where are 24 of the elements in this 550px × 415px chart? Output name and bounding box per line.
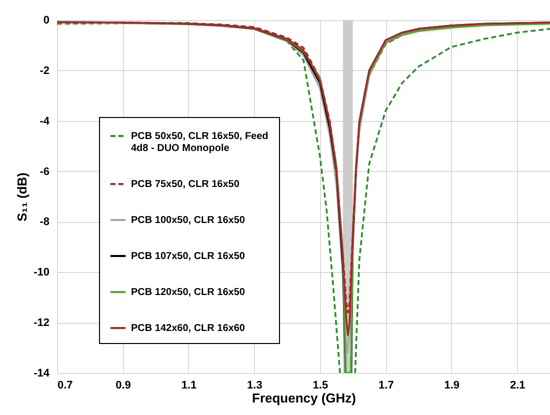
y-tick-label: -14: [34, 368, 50, 380]
legend-label: PCB 142x60, CLR 16x60: [131, 323, 246, 334]
legend-label: PCB 75x50, CLR 16x50: [131, 179, 240, 190]
y-tick-label: -8: [40, 216, 50, 228]
x-axis-title: Frequency (GHz): [252, 390, 356, 406]
y-axis-title: S₁₁ (dB): [14, 172, 30, 222]
y-tick-label: -12: [34, 317, 50, 330]
y-tick-label: -2: [40, 64, 50, 77]
legend-label: PCB 50x50, CLR 16x50, Feed 4d8 - DUO Monopole: [131, 131, 268, 154]
x-tick-label: 1.1: [181, 380, 197, 392]
x-tick-label: 0.7: [58, 380, 73, 392]
y-tick-label: -10: [34, 266, 50, 279]
y-tick-label: -6: [40, 166, 50, 178]
x-tick-label: 1.9: [444, 380, 460, 392]
x-tick-label: 1.3: [247, 380, 262, 392]
x-tick-label: 1.7: [378, 380, 394, 392]
x-tick-label: 0.9: [116, 380, 131, 392]
x-tick-label: 1.5: [312, 380, 328, 392]
x-tick-label: 2.1: [510, 380, 526, 392]
legend-label: PCB 107x50, CLR 16x50: [131, 251, 246, 262]
legend-label: PCB 120x50, CLR 16x50: [131, 287, 246, 298]
y-tick-label: -4: [40, 115, 50, 128]
legend-label: PCB 100x50, CLR 16x50: [131, 215, 246, 226]
y-tick-label: 0: [43, 14, 50, 26]
